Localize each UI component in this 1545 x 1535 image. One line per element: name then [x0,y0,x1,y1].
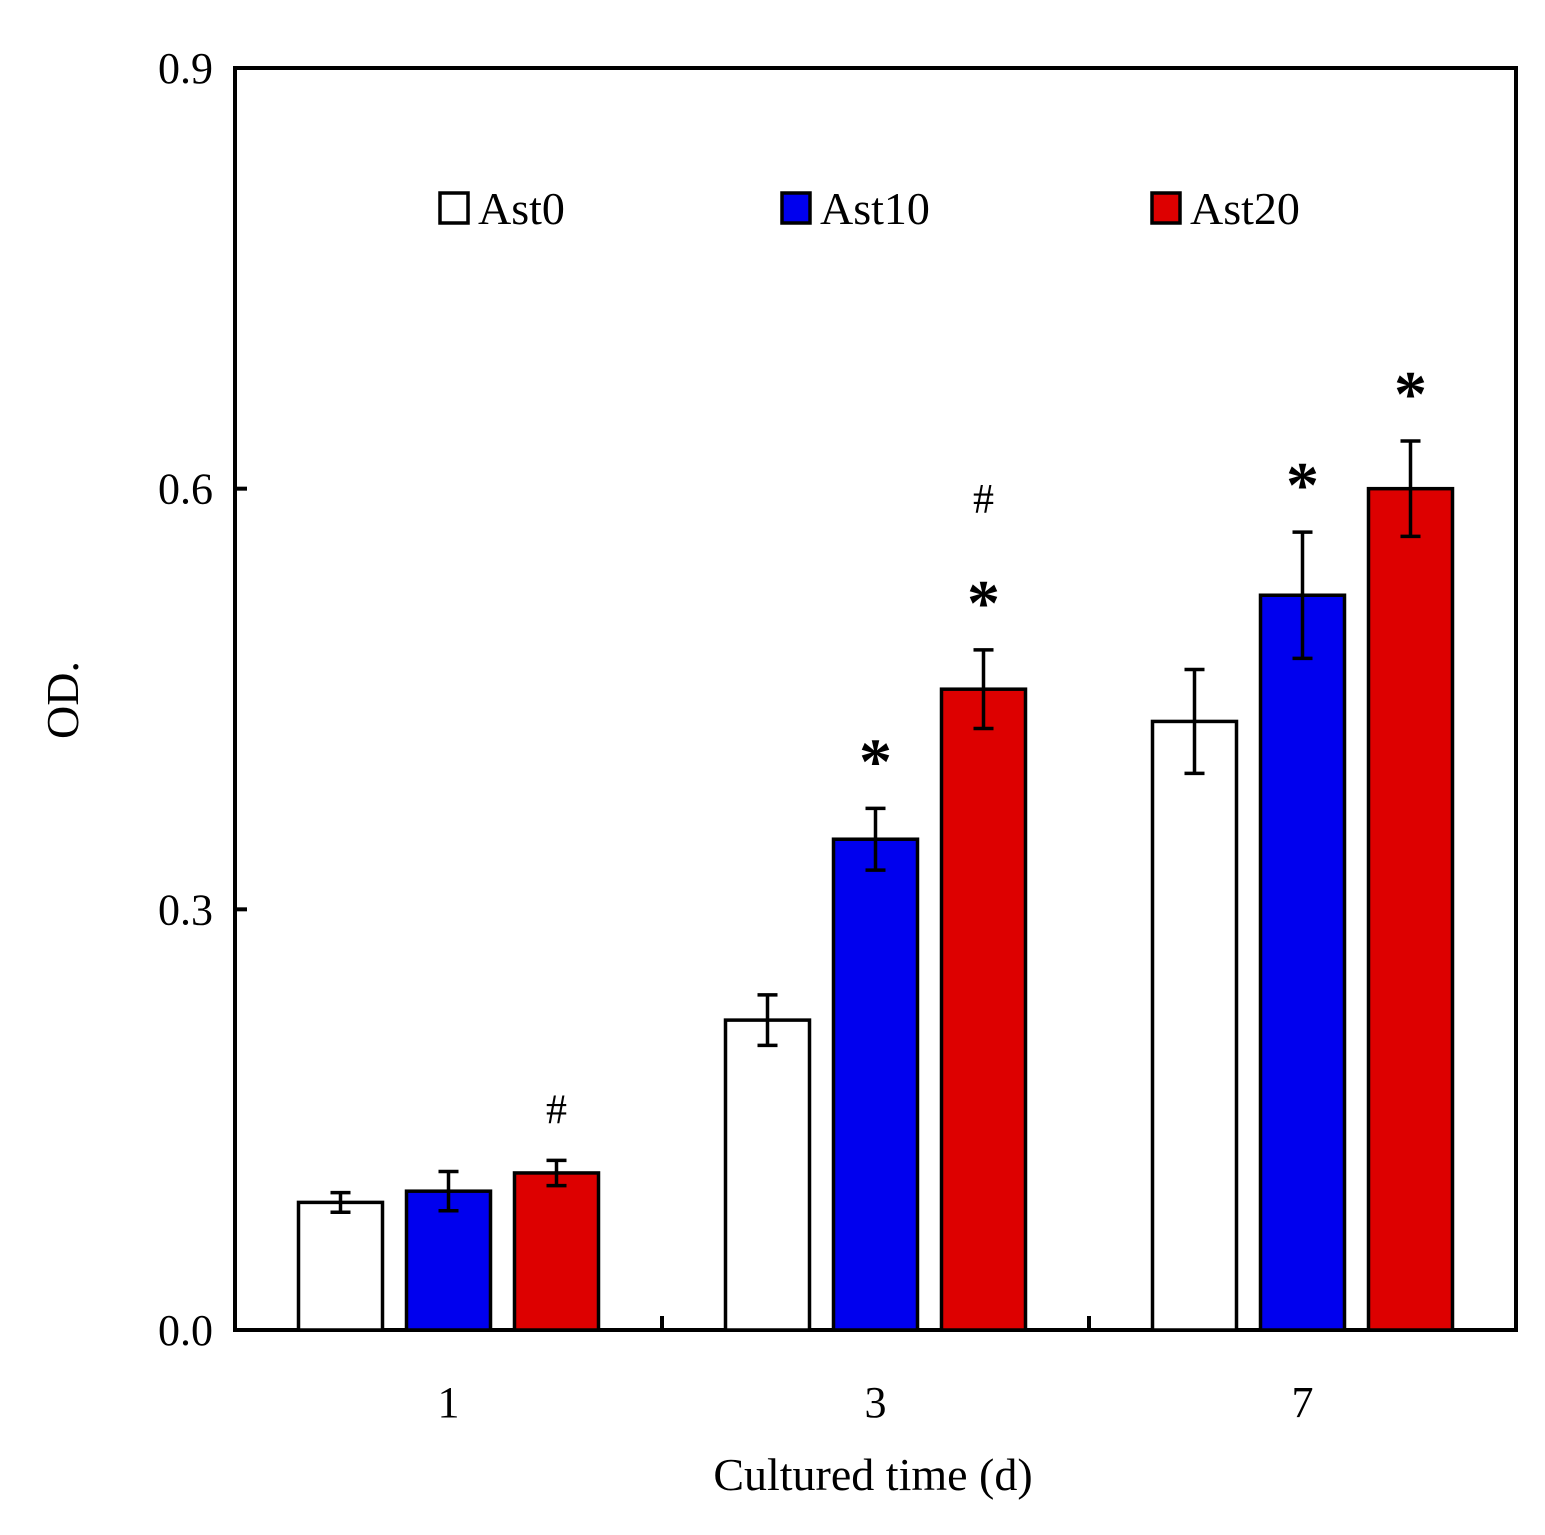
asterisk-mark: * [1286,449,1319,522]
bar [1258,593,1347,1332]
asterisk-mark: * [859,725,892,798]
y-axis-label: OD. [37,661,88,739]
x-axis: 1 3 7 [438,1316,1314,1427]
error-bars [330,439,1421,1214]
legend-label: Ast10 [820,183,930,234]
y-tick-label: 0.3 [158,885,213,934]
legend-label: Ast20 [1190,183,1300,234]
bar [831,837,920,1332]
x-tick-label: 7 [1292,1378,1314,1427]
x-tick-label: 3 [865,1378,887,1427]
legend-swatch [1150,191,1182,225]
x-axis-label: Cultured time (d) [713,1449,1032,1500]
x-tick-label: 1 [438,1378,460,1427]
bar [1366,486,1455,1332]
y-tick-label: 0.6 [158,465,213,514]
bar [512,1171,601,1332]
bar [1150,719,1239,1332]
significance-annotations: # * * # * * [546,358,1427,1133]
hash-mark: # [973,477,994,523]
asterisk-mark: * [1394,358,1427,431]
y-axis: 0.0 0.3 0.6 0.9 [158,44,247,1355]
bars [296,486,1455,1332]
legend: Ast0 Ast10 Ast20 [438,183,1300,234]
legend-swatch [780,191,812,225]
y-tick-label: 0.0 [158,1306,213,1355]
y-tick-label: 0.9 [158,44,213,93]
hash-mark: # [546,1087,567,1133]
asterisk-mark: * [967,567,1000,640]
bar [723,1018,812,1332]
bar [296,1200,385,1332]
legend-label: Ast0 [478,183,565,234]
bar [939,687,1028,1332]
legend-swatch [438,191,470,225]
